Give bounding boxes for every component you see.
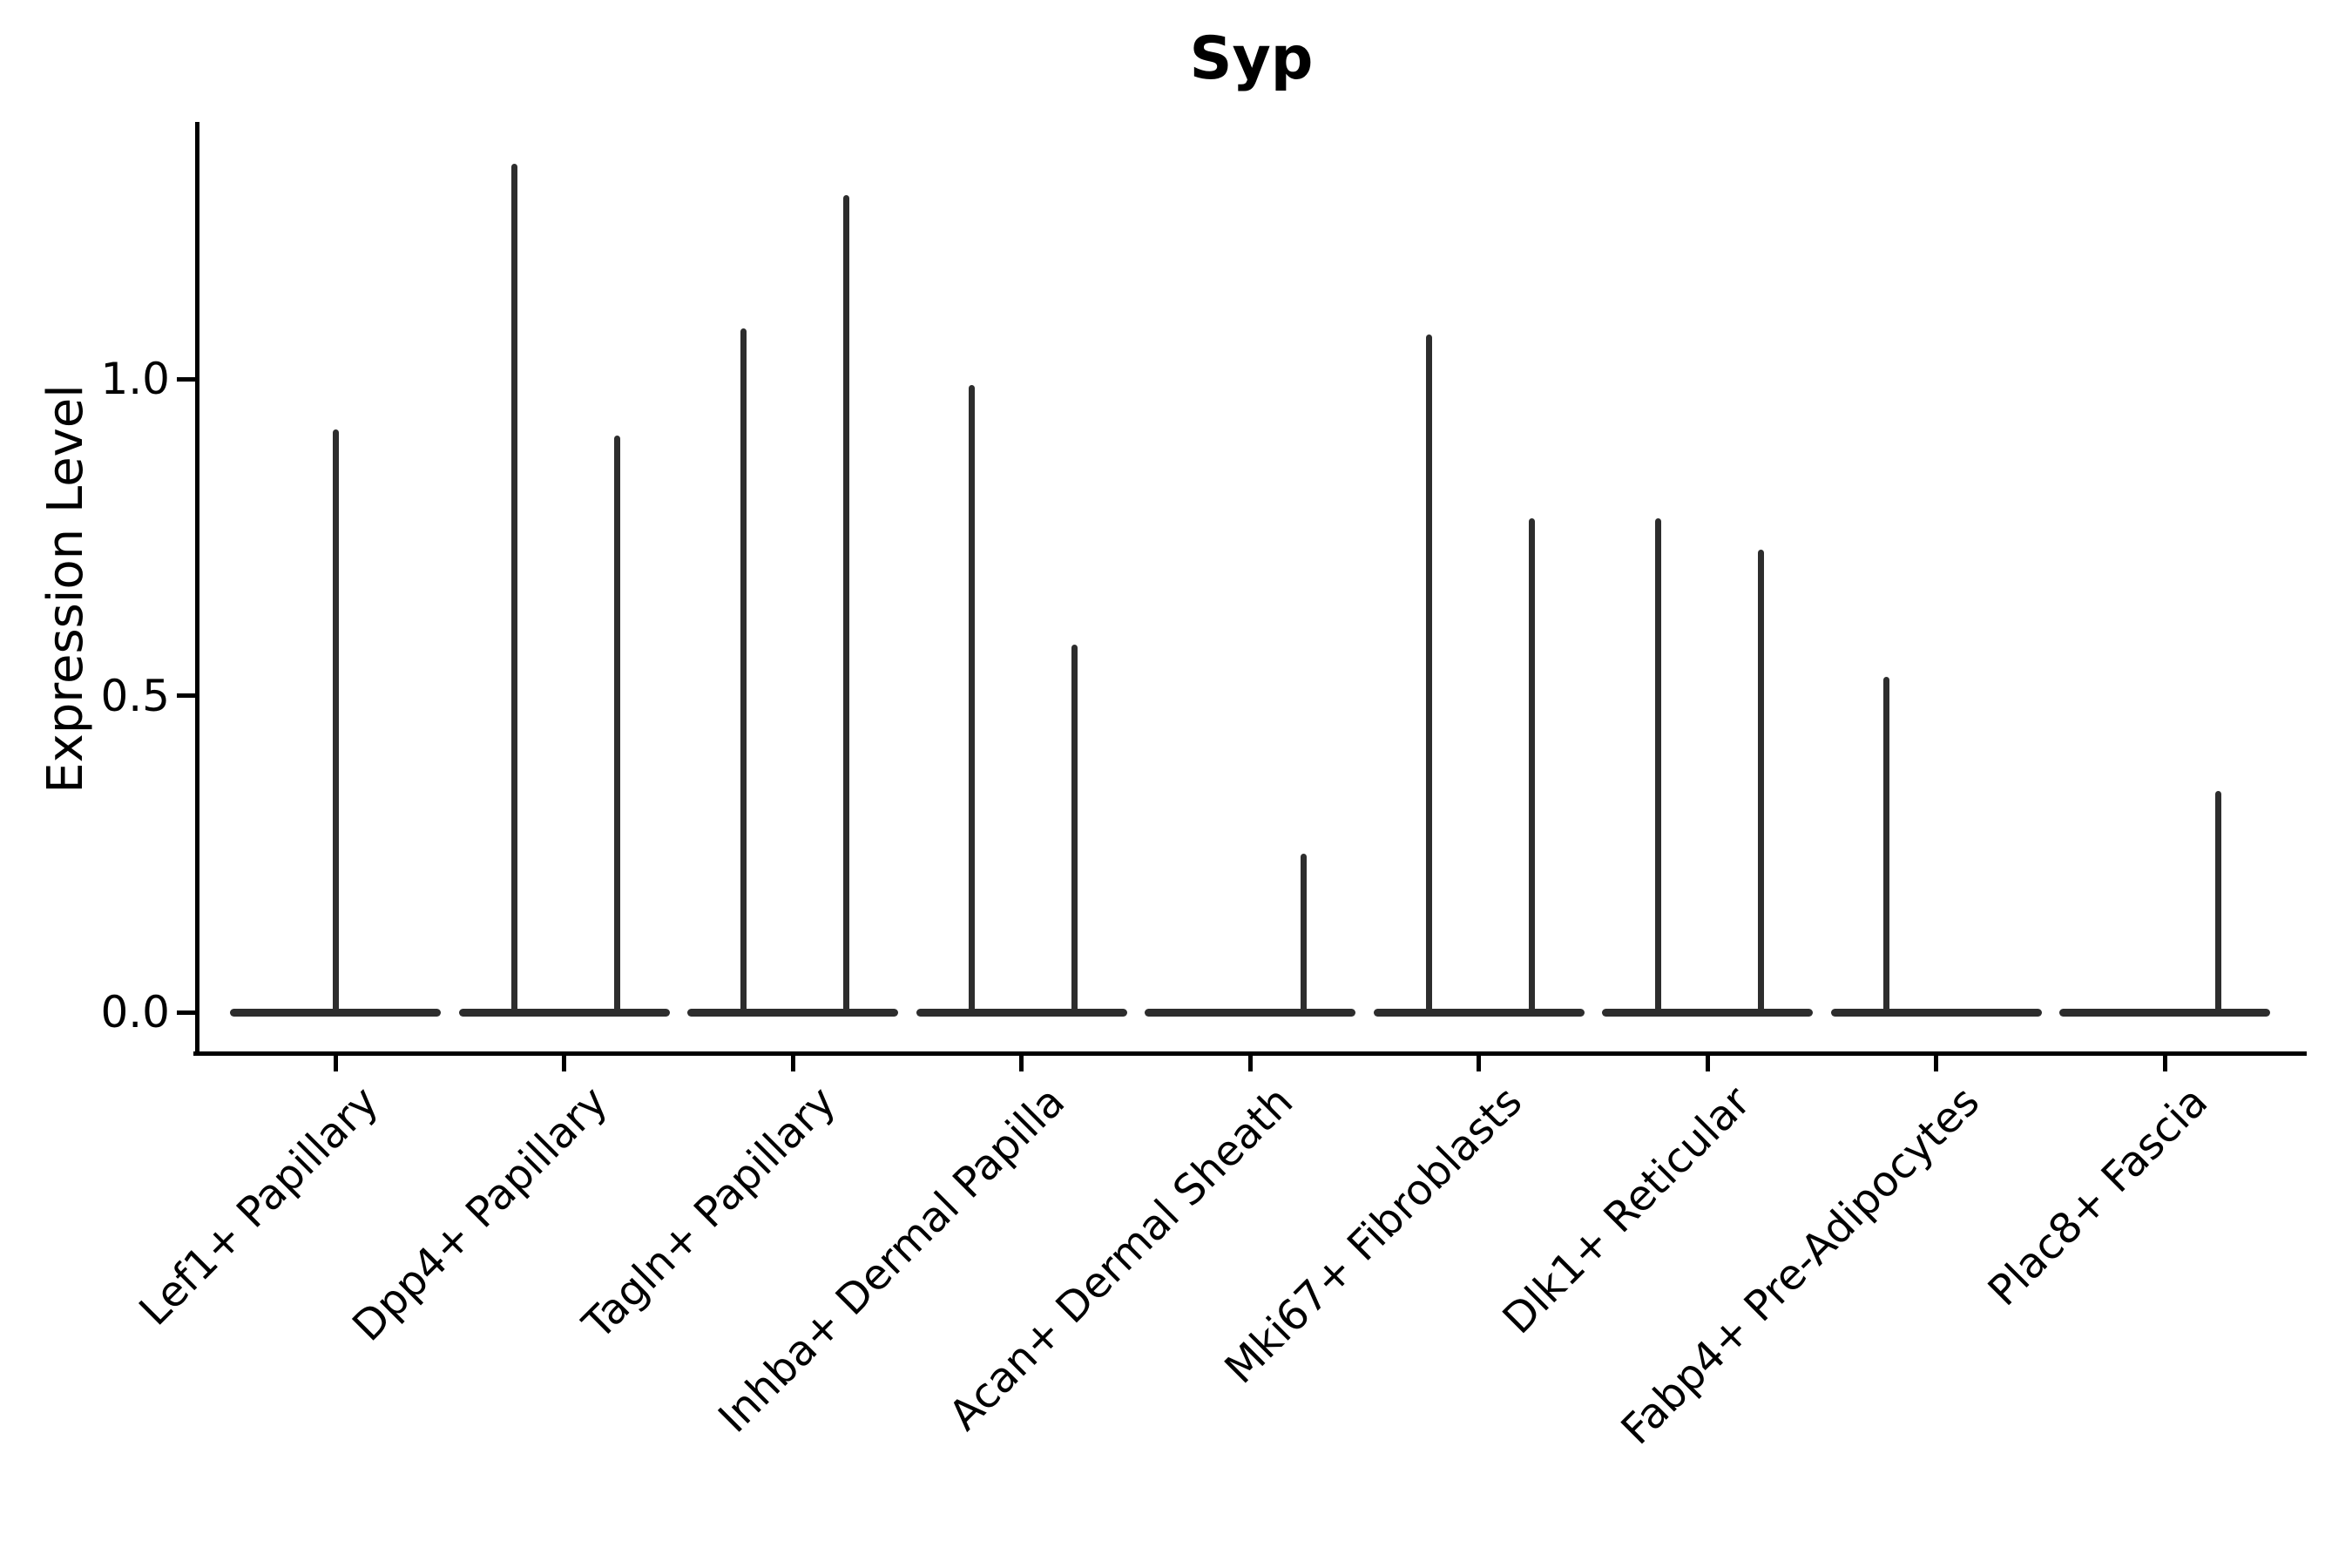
violin-spike — [1883, 676, 1890, 1012]
y-axis-label: Expression Level — [37, 383, 95, 794]
violin-spike — [614, 436, 621, 1012]
x-axis-tick — [1247, 1056, 1253, 1071]
y-axis-tick — [177, 376, 196, 382]
x-tick-label: Tagln+ Papillary — [573, 1077, 846, 1349]
violin-spike — [2214, 790, 2221, 1012]
x-axis-spine — [193, 1051, 2307, 1056]
y-axis-label-column: Expression Level — [16, 124, 117, 1053]
violin-spike — [740, 328, 747, 1012]
violin-base — [230, 1008, 441, 1017]
violin-base — [1145, 1008, 1356, 1017]
x-tick-label: Dpp4+ Papillary — [342, 1077, 617, 1351]
violin-base — [916, 1008, 1127, 1017]
violin-spike — [332, 429, 339, 1012]
x-tick-label: Plac8+ Fascia — [1979, 1077, 2218, 1316]
x-axis-tick — [1705, 1056, 1710, 1071]
y-tick-label: 0.0 — [100, 987, 170, 1037]
violin-base — [458, 1008, 670, 1017]
x-axis-tick — [562, 1056, 567, 1071]
violin-spike — [842, 195, 849, 1012]
violin-base — [2059, 1008, 2271, 1017]
x-tick-label: Acan+ Dermal Sheath — [939, 1077, 1303, 1441]
y-tick-label: 0.5 — [100, 670, 170, 721]
violin-spike — [1426, 335, 1433, 1012]
violin-base — [1830, 1008, 2042, 1017]
x-tick-label: Fabp4+ Pre-Adipocytes — [1612, 1077, 1990, 1455]
y-axis-tick — [177, 1010, 196, 1015]
x-tick-label: Dlk1+ Reticular — [1493, 1077, 1761, 1344]
violin-spike — [1757, 550, 1764, 1012]
x-tick-label: Mki67+ Fibroblasts — [1215, 1077, 1531, 1394]
y-axis-spine — [195, 122, 199, 1056]
x-tick-label: Inhba+ Dermal Papilla — [708, 1077, 1074, 1443]
chart-title: Syp — [1189, 24, 1314, 93]
x-axis-tick — [333, 1056, 338, 1071]
violin-base — [1602, 1008, 1814, 1017]
x-axis-tick — [2162, 1056, 2167, 1071]
x-axis-tick — [1934, 1056, 1939, 1071]
violin-base — [687, 1008, 899, 1017]
y-tick-label: 1.0 — [100, 354, 170, 404]
x-axis-tick — [790, 1056, 795, 1071]
x-axis-tick — [1019, 1056, 1024, 1071]
violin-spike — [1300, 854, 1307, 1012]
y-axis-tick — [177, 693, 196, 698]
violin-spike — [969, 385, 976, 1012]
x-axis-tick — [1477, 1056, 1482, 1071]
violin-spike — [1529, 517, 1536, 1012]
violin-spike — [1654, 517, 1661, 1012]
violin-spike — [1071, 645, 1078, 1012]
violin-spike — [511, 163, 518, 1012]
violin-base — [1373, 1008, 1585, 1017]
